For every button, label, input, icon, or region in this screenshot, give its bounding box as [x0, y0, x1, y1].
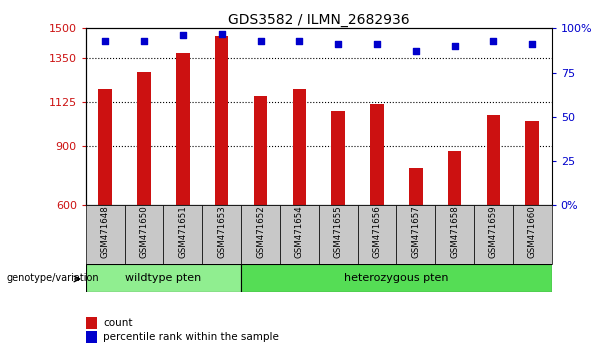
- Point: [178, 33, 188, 38]
- Text: GSM471659: GSM471659: [489, 205, 498, 258]
- Bar: [241, 264, 552, 292]
- Point: [527, 41, 537, 47]
- Point: [450, 43, 460, 49]
- Bar: [448, 151, 462, 205]
- Bar: [254, 96, 267, 205]
- Bar: [487, 115, 500, 205]
- Bar: [280, 205, 319, 264]
- Point: [294, 38, 304, 44]
- Point: [139, 38, 149, 44]
- Bar: [409, 168, 422, 205]
- Title: GDS3582 / ILMN_2682936: GDS3582 / ILMN_2682936: [228, 13, 409, 27]
- Text: wildtype pten: wildtype pten: [125, 273, 202, 283]
- Bar: [474, 205, 513, 264]
- Bar: [137, 72, 151, 205]
- Bar: [357, 205, 397, 264]
- Text: heterozygous pten: heterozygous pten: [344, 273, 449, 283]
- Bar: [99, 89, 112, 205]
- Bar: [202, 205, 241, 264]
- Bar: [241, 205, 280, 264]
- Text: GSM471658: GSM471658: [450, 205, 459, 258]
- Text: count: count: [103, 318, 132, 328]
- Text: GSM471657: GSM471657: [411, 205, 421, 258]
- Text: GSM471655: GSM471655: [333, 205, 343, 258]
- Bar: [397, 205, 435, 264]
- Point: [101, 38, 110, 44]
- Bar: [332, 111, 345, 205]
- Bar: [86, 317, 97, 329]
- Bar: [164, 205, 202, 264]
- Point: [256, 38, 265, 44]
- Text: GSM471648: GSM471648: [101, 205, 110, 258]
- Bar: [319, 205, 357, 264]
- Text: GSM471650: GSM471650: [140, 205, 148, 258]
- Text: GSM471654: GSM471654: [295, 205, 304, 258]
- Point: [333, 41, 343, 47]
- Text: GSM471656: GSM471656: [373, 205, 381, 258]
- Bar: [513, 205, 552, 264]
- Bar: [86, 205, 124, 264]
- Text: percentile rank within the sample: percentile rank within the sample: [103, 332, 279, 342]
- Point: [372, 41, 382, 47]
- Bar: [86, 331, 97, 343]
- Bar: [215, 36, 229, 205]
- Text: GSM471651: GSM471651: [178, 205, 188, 258]
- Bar: [176, 53, 189, 205]
- Point: [489, 38, 498, 44]
- Text: GSM471653: GSM471653: [217, 205, 226, 258]
- Bar: [525, 121, 539, 205]
- Point: [217, 31, 227, 36]
- Text: GSM471652: GSM471652: [256, 205, 265, 258]
- Point: [411, 48, 421, 54]
- Text: genotype/variation: genotype/variation: [6, 273, 99, 283]
- Bar: [86, 264, 241, 292]
- Text: GSM471660: GSM471660: [528, 205, 537, 258]
- Bar: [370, 104, 384, 205]
- Bar: [292, 89, 306, 205]
- Bar: [435, 205, 474, 264]
- Bar: [124, 205, 164, 264]
